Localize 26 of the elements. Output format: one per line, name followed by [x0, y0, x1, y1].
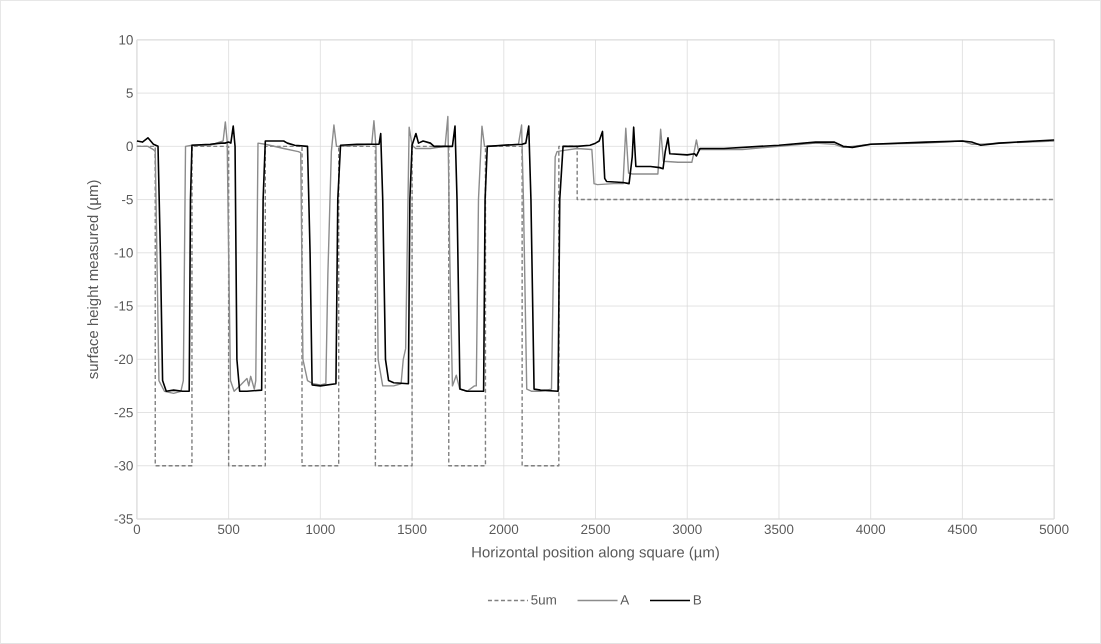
- x-tick-label: 2000: [489, 524, 519, 535]
- x-tick-label: 3500: [764, 524, 794, 535]
- y-tick-label: 10: [119, 35, 133, 45]
- x-tick-label: 2500: [581, 524, 610, 535]
- y-tick-label: -10: [114, 248, 133, 258]
- y-tick-label: -35: [114, 514, 133, 524]
- y-tick-label: 5: [126, 88, 133, 98]
- x-tick-label: 5000: [1039, 524, 1069, 535]
- y-tick-label: -30: [114, 461, 133, 471]
- y-tick-label: -20: [114, 354, 133, 365]
- x-tick-label: 4000: [856, 524, 886, 535]
- legend-label: B: [693, 595, 702, 605]
- y-axis-title: surface height measured (µm): [87, 180, 102, 379]
- x-tick-label: 1500: [398, 524, 427, 535]
- x-tick-label: 0: [133, 524, 141, 535]
- y-tick-label: -25: [114, 407, 133, 418]
- x-tick-label: 1000: [306, 524, 335, 535]
- y-tick-label: -15: [114, 301, 133, 311]
- y-tick-label: 0: [126, 141, 133, 152]
- legend-label: A: [620, 595, 630, 605]
- x-tick-label: 3000: [672, 524, 702, 535]
- x-tick-label: 4500: [947, 524, 977, 535]
- x-axis-title: Horizontal position along square (µm): [472, 546, 719, 561]
- legend-label: 5um: [531, 595, 556, 605]
- x-tick-label: 500: [217, 524, 240, 535]
- y-tick-label: -5: [122, 194, 133, 205]
